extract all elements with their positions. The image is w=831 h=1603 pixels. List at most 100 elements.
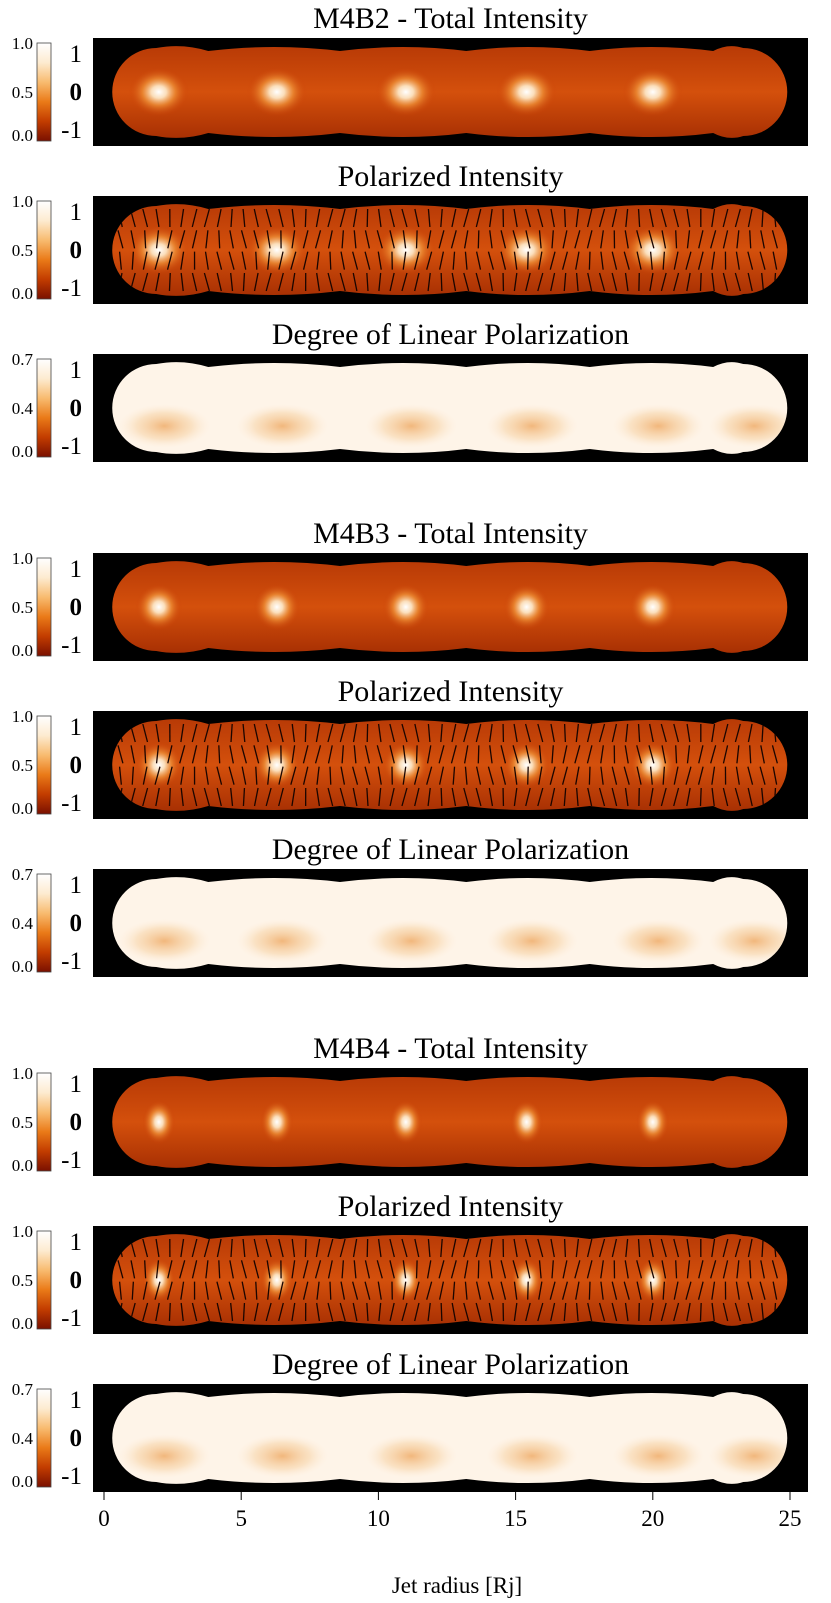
- emission-knot: [128, 225, 190, 275]
- polarization-vector: [327, 1302, 334, 1322]
- polarization-vector: [611, 1281, 618, 1300]
- polarization-vector: [142, 251, 148, 270]
- polarization-vector: [168, 272, 171, 292]
- polarization-vector: [761, 723, 764, 743]
- polarization-vector: [611, 251, 618, 270]
- polarization-vector: [376, 1260, 383, 1279]
- polarization-vector: [722, 1260, 729, 1279]
- polarization-vector: [562, 230, 568, 249]
- polarization-vector: [598, 208, 606, 228]
- polarization-vector: [475, 787, 482, 807]
- polarization-vector: [487, 766, 495, 785]
- polarization-vector: [537, 723, 544, 743]
- polarization-vector: [340, 251, 346, 270]
- polarization-vector: [242, 1238, 246, 1258]
- polarization-vector: [611, 1238, 618, 1258]
- polarization-vector: [636, 1260, 643, 1279]
- polarization-vector: [747, 272, 753, 292]
- polarization-vector: [402, 251, 407, 270]
- polarization-vector: [600, 766, 604, 785]
- polarization-vector: [747, 1238, 753, 1258]
- polarization-vector: [327, 230, 333, 249]
- polarization-vector: [513, 723, 518, 743]
- polarization-vector: [352, 723, 358, 743]
- polarization-vector: [489, 208, 493, 228]
- polarization-vector: [686, 272, 691, 292]
- colorbar: [36, 1230, 52, 1330]
- polarization-vector: [598, 1302, 606, 1322]
- polarization-vector: [253, 787, 259, 807]
- polarization-vector: [538, 1260, 542, 1279]
- polarization-vector: [761, 1302, 765, 1322]
- polarization-vector: [500, 745, 507, 764]
- polarization-vector: [203, 1238, 210, 1258]
- polarization-vector: [304, 723, 307, 743]
- polarization-vector: [660, 787, 667, 807]
- jet-body: [112, 1234, 788, 1326]
- emission-knot: [496, 225, 557, 275]
- polarization-vector: [155, 1260, 160, 1279]
- y-tick-label: -1: [61, 1305, 82, 1332]
- polarization-vector: [427, 1238, 431, 1258]
- polarization-vector: [278, 766, 284, 785]
- polarization-vector: [734, 1302, 741, 1322]
- polarization-vector: [191, 208, 198, 228]
- polarization-vector: [266, 230, 271, 249]
- depolarized-region: [236, 919, 329, 963]
- polarization-vector: [426, 745, 432, 764]
- polarization-vector: [377, 723, 382, 743]
- polarization-vector: [341, 745, 345, 764]
- polarization-vector: [734, 1238, 741, 1258]
- polarization-vectors: [117, 723, 778, 807]
- polarization-vector: [353, 1260, 357, 1279]
- polarization-vector: [155, 1302, 160, 1322]
- polarization-vector: [366, 787, 369, 807]
- y-tick-label: -1: [61, 1147, 82, 1174]
- panel-6: Degree of Linear Polarization 0.7 0.4 0.0 1 0…: [12, 833, 808, 977]
- emission-knot: [135, 741, 183, 789]
- polarization-vector: [648, 723, 654, 743]
- polarization-vector: [722, 1302, 729, 1322]
- panel-title: Polarized Intensity: [338, 1190, 564, 1223]
- polarization-vector: [426, 1281, 433, 1300]
- polarization-vector: [477, 1260, 480, 1279]
- depolarized-region: [118, 1434, 211, 1478]
- polarization-vector: [686, 723, 691, 743]
- polarization-vector: [440, 1302, 443, 1322]
- polarization-vector: [575, 1302, 579, 1322]
- polarization-vector: [191, 1238, 198, 1258]
- emission-knot: [636, 1099, 670, 1145]
- polarization-vector: [218, 1260, 221, 1279]
- polarization-vector: [364, 251, 371, 270]
- polarization-vector: [625, 723, 629, 743]
- polarization-vector: [216, 208, 222, 228]
- y-tick-label: -1: [61, 948, 82, 975]
- polarization-vector: [563, 1302, 567, 1322]
- polarization-vector: [636, 745, 643, 764]
- polarization-vector: [549, 766, 556, 785]
- y-tick-label: 1: [70, 714, 83, 741]
- emission-knot: [260, 1257, 294, 1303]
- polarization-vector: [624, 230, 629, 249]
- polarization-vector: [352, 272, 358, 292]
- panel-5: Polarized Intensity 1.0 0.5 0.0 1 0 -1: [12, 675, 808, 819]
- polarization-vector: [550, 723, 555, 743]
- polarization-vector: [500, 1281, 507, 1300]
- depolarized-region: [236, 1434, 329, 1478]
- polarization-vector: [711, 766, 716, 785]
- y-tick-label: 1: [70, 199, 83, 226]
- polarization-vector: [525, 1260, 531, 1279]
- polarization-vector: [575, 787, 579, 807]
- polarization-vector: [525, 745, 531, 764]
- polarization-vector: [649, 1281, 653, 1300]
- polarization-vector: [451, 723, 457, 743]
- colorbar-tick-label: 1.0: [12, 1222, 33, 1241]
- polarization-vector: [144, 230, 147, 249]
- polarization-vector: [660, 1302, 667, 1322]
- polarization-vector: [426, 230, 432, 249]
- polarization-vector: [686, 1238, 691, 1258]
- polarization-vector: [414, 1302, 420, 1322]
- polarization-vector: [327, 723, 334, 743]
- polarization-vector: [772, 766, 778, 785]
- polarization-vector: [130, 745, 136, 764]
